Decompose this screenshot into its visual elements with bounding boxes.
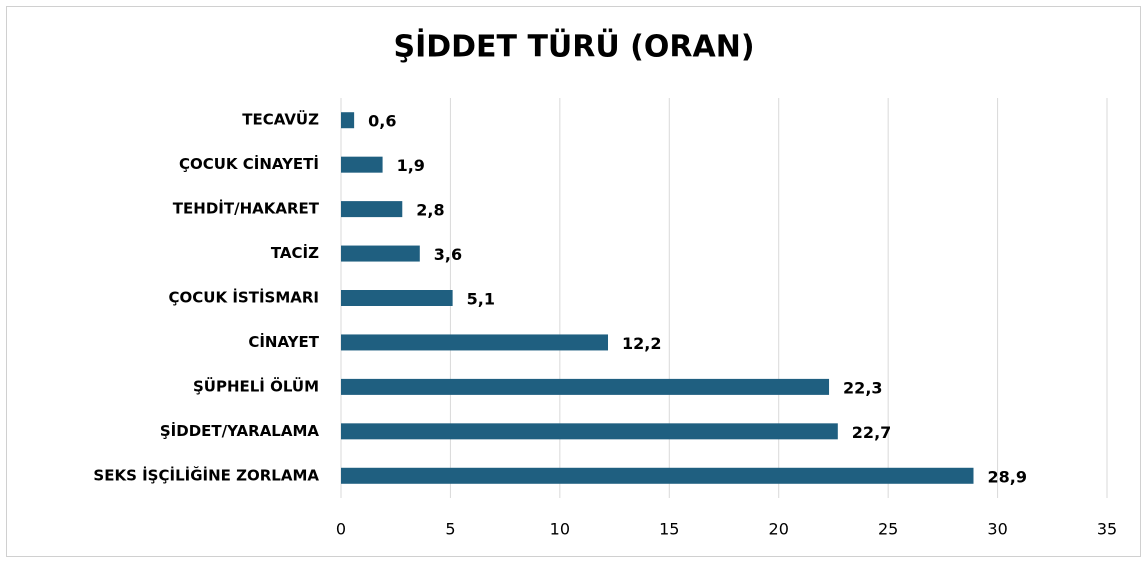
- data-label: 3,6: [434, 245, 462, 264]
- bar: [341, 378, 830, 395]
- data-label: 0,6: [368, 112, 396, 131]
- bar: [341, 423, 838, 440]
- x-tick-label: 20: [769, 520, 789, 539]
- bar: [341, 467, 974, 484]
- data-label: 28,9: [987, 467, 1026, 486]
- data-label: 5,1: [467, 290, 495, 309]
- data-label: 1,9: [397, 156, 425, 175]
- bar: [341, 201, 403, 218]
- y-tick-label: CİNAYET: [248, 332, 319, 351]
- y-tick-label: ÇOCUK İSTİSMARI: [169, 288, 319, 307]
- y-tick-label: ÇOCUK CİNAYETİ: [179, 154, 319, 173]
- data-label: 12,2: [622, 334, 661, 353]
- x-tick-label: 5: [445, 520, 455, 539]
- data-label: 2,8: [416, 201, 444, 220]
- chart-title: ŞİDDET TÜRÜ (ORAN): [393, 28, 754, 65]
- chart-frame: [6, 6, 1141, 557]
- x-tick-label: 35: [1097, 520, 1117, 539]
- bar: [341, 334, 609, 351]
- data-label: 22,7: [852, 423, 891, 442]
- y-tick-label: TACİZ: [271, 243, 319, 262]
- x-tick-label: 15: [659, 520, 679, 539]
- bar: [341, 156, 383, 173]
- x-tick-label: 25: [878, 520, 898, 539]
- y-tick-label: ŞÜPHELİ ÖLÜM: [193, 376, 319, 395]
- bar: [341, 112, 355, 129]
- y-tick-label: ŞİDDET/YARALAMA: [160, 421, 320, 440]
- x-tick-label: 10: [550, 520, 570, 539]
- bar: [341, 290, 453, 306]
- data-label: 22,3: [843, 378, 882, 397]
- y-tick-label: TECAVÜZ: [242, 110, 319, 129]
- x-tick-label: 30: [987, 520, 1007, 539]
- x-tick-label: 0: [336, 520, 346, 539]
- y-tick-label: TEHDİT/HAKARET: [173, 199, 320, 218]
- bar: [341, 245, 420, 262]
- y-tick-label: SEKS İŞÇİLİĞİNE ZORLAMA: [93, 465, 319, 484]
